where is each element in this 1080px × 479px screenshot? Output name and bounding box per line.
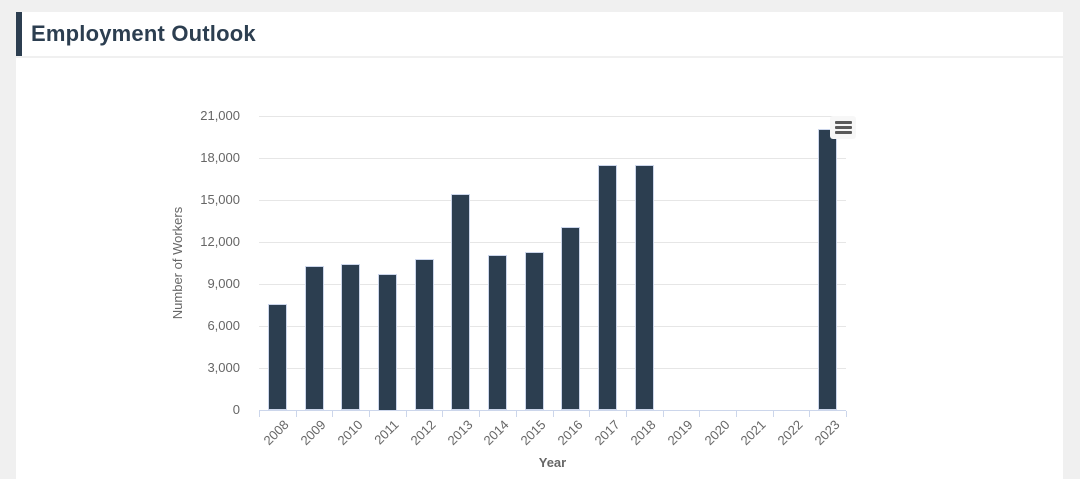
- gridline: [259, 368, 846, 369]
- x-axis-tick: [259, 411, 260, 417]
- x-axis-tick: [589, 411, 590, 417]
- x-axis-tick: [809, 411, 810, 417]
- x-axis-line: [259, 410, 846, 411]
- gridline: [259, 116, 846, 117]
- x-axis-tick: [296, 411, 297, 417]
- x-axis-title: Year: [538, 455, 567, 470]
- bar-2015[interactable]: [525, 252, 544, 410]
- gridline: [259, 242, 846, 243]
- y-tick-label: 9,000: [207, 276, 240, 291]
- x-axis-tick: [773, 411, 774, 417]
- x-axis-tick: [736, 411, 737, 417]
- page-title: Employment Outlook: [31, 21, 256, 46]
- hamburger-menu-icon: [834, 121, 852, 134]
- bar-2018[interactable]: [635, 165, 654, 410]
- bar-2011[interactable]: [378, 274, 397, 411]
- x-axis-tick: [626, 411, 627, 417]
- bar-2013[interactable]: [451, 194, 470, 410]
- bar-2010[interactable]: [341, 264, 360, 410]
- y-tick-label: 3,000: [207, 360, 240, 375]
- x-axis-tick: [332, 411, 333, 417]
- header-accent-bar: [16, 12, 22, 56]
- x-axis-tick: [699, 411, 700, 417]
- bar-2012[interactable]: [415, 259, 434, 410]
- y-tick-label: 6,000: [207, 318, 240, 333]
- gridline: [259, 158, 846, 159]
- bar-2017[interactable]: [598, 165, 617, 410]
- gridline: [259, 200, 846, 201]
- x-axis-tick: [516, 411, 517, 417]
- y-tick-label: 18,000: [200, 150, 240, 165]
- bar-2014[interactable]: [488, 255, 507, 410]
- chart-export-menu-button[interactable]: [830, 116, 856, 139]
- y-tick-label: 21,000: [200, 108, 240, 123]
- bar-2008[interactable]: [268, 304, 287, 410]
- gridline: [259, 326, 846, 327]
- x-axis-tick: [663, 411, 664, 417]
- y-tick-label: 12,000: [200, 234, 240, 249]
- x-axis-tick: [846, 411, 847, 417]
- y-tick-label: 0: [232, 402, 240, 417]
- bar-2023[interactable]: [818, 129, 837, 410]
- bar-2016[interactable]: [561, 227, 580, 410]
- x-axis-tick: [553, 411, 554, 417]
- x-axis-tick: [479, 411, 480, 417]
- section-header: Employment Outlook: [16, 12, 1063, 56]
- x-axis-tick: [406, 411, 407, 417]
- x-axis-tick: [442, 411, 443, 417]
- gridline: [259, 284, 846, 285]
- y-tick-label: 15,000: [200, 192, 240, 207]
- x-axis-tick: [369, 411, 370, 417]
- bar-2009[interactable]: [305, 266, 324, 410]
